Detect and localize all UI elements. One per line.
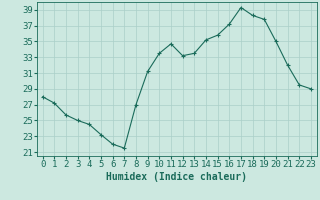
X-axis label: Humidex (Indice chaleur): Humidex (Indice chaleur) — [106, 172, 247, 182]
